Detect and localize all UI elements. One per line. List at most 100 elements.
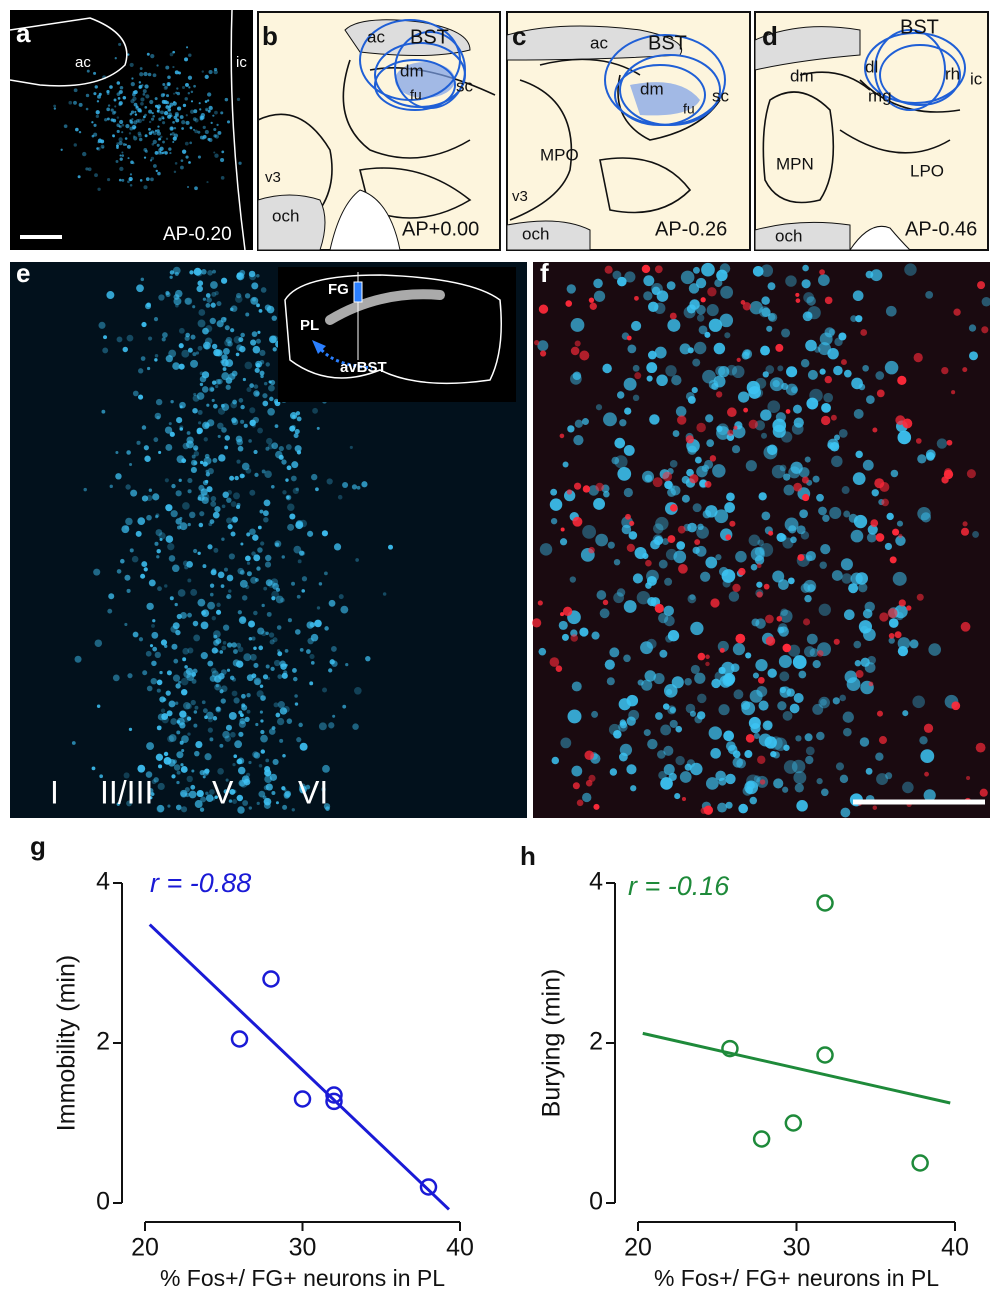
cell (805, 339, 817, 352)
cell (298, 722, 303, 728)
cell (588, 297, 595, 303)
cell (614, 437, 626, 449)
cell (148, 120, 152, 124)
cell (736, 758, 746, 769)
cell (604, 265, 613, 274)
cell (902, 418, 913, 429)
cell (156, 548, 161, 554)
cell (862, 364, 869, 372)
cell (752, 265, 764, 277)
cell (749, 689, 763, 703)
cell (572, 371, 582, 381)
cell (158, 764, 163, 769)
cell (144, 105, 148, 109)
cell (793, 771, 807, 785)
cell (268, 632, 275, 638)
cell (179, 115, 184, 119)
cell (572, 782, 580, 790)
cell (365, 655, 371, 662)
cell (122, 346, 128, 353)
cell (705, 777, 719, 790)
cell (551, 756, 560, 765)
cell (228, 712, 237, 720)
cell (174, 111, 179, 117)
cell (198, 102, 201, 105)
cell (708, 318, 723, 332)
cell (169, 596, 174, 601)
cell (804, 456, 811, 463)
cell (667, 535, 676, 544)
cell (116, 129, 120, 134)
cell (154, 151, 159, 155)
cell (852, 472, 866, 485)
cell (251, 331, 258, 337)
cell (121, 154, 125, 157)
cell (132, 631, 139, 638)
cell (685, 435, 695, 444)
cell (205, 794, 214, 803)
trendline (148, 923, 451, 1211)
cell (291, 808, 295, 812)
cell (263, 499, 271, 507)
cell (560, 612, 565, 617)
cell (157, 125, 160, 128)
cell (220, 584, 225, 588)
data-point (419, 1178, 438, 1196)
cell (207, 99, 210, 102)
cell (687, 594, 697, 604)
cell (784, 517, 799, 532)
outline (230, 9, 246, 251)
cell (848, 583, 859, 594)
cell (301, 576, 308, 582)
cell (756, 563, 762, 569)
cell (141, 321, 147, 328)
cell (285, 444, 292, 450)
y-tick-label: 4 (589, 868, 603, 896)
cell (208, 70, 213, 75)
cell (232, 799, 238, 805)
cell (818, 506, 827, 516)
cell (139, 179, 143, 182)
cell (539, 543, 553, 556)
cell (233, 649, 238, 654)
cell (805, 311, 813, 319)
cell (154, 651, 161, 659)
cell (795, 735, 802, 742)
cell (211, 291, 217, 297)
cell (224, 325, 230, 331)
cell (205, 302, 211, 308)
cell (902, 710, 909, 717)
cell (217, 571, 225, 579)
cell (298, 550, 305, 556)
cell (321, 786, 326, 792)
cell (570, 318, 585, 332)
cell (165, 690, 171, 696)
cell (261, 469, 266, 474)
cell (766, 325, 773, 332)
cell (239, 570, 245, 575)
cell (140, 101, 144, 106)
cell (110, 108, 114, 112)
cell (251, 423, 256, 428)
cell (896, 520, 904, 527)
cell (757, 755, 766, 764)
cell (643, 729, 651, 737)
cell (758, 733, 772, 747)
cell (637, 679, 644, 686)
cell (201, 609, 210, 618)
outline (509, 58, 721, 221)
cell (755, 377, 767, 389)
cell (271, 484, 275, 489)
cell (227, 341, 233, 347)
cell (201, 70, 204, 73)
cell (696, 314, 705, 322)
cell (753, 388, 764, 398)
cell (316, 606, 321, 610)
cell (775, 343, 784, 352)
cell (772, 751, 780, 759)
cell (116, 802, 120, 806)
cell (215, 684, 219, 688)
cell (960, 527, 970, 536)
coordinate: AP-0.26 (655, 218, 727, 240)
cell (115, 450, 119, 454)
